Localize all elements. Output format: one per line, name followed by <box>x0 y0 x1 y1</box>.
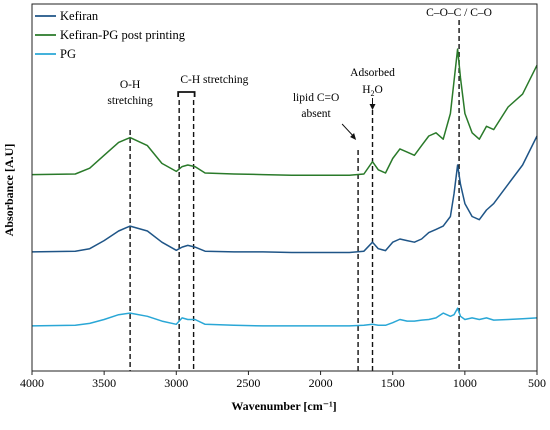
x-tick-label-3: 2500 <box>236 376 260 390</box>
annotation-adsorbed-o: O <box>375 84 383 96</box>
x-tick-label-1: 3500 <box>92 376 116 390</box>
annotation-oh-line2: stretching <box>107 95 153 107</box>
legend-label-0: Kefiran <box>60 9 99 23</box>
annotation-adsorbed-line1: Adsorbed <box>350 67 395 79</box>
x-tick-label-6: 1000 <box>453 376 477 390</box>
annotation-coc: C–O–C / C–O <box>426 7 492 19</box>
annotation-lipid-line1: lipid C=O <box>293 92 339 104</box>
x-tick-label-5: 1500 <box>381 376 405 390</box>
annotation-adsorbed-h: H <box>362 84 370 96</box>
legend-label-1: Kefiran-PG post printing <box>60 28 186 42</box>
x-tick-label-7: 500 <box>528 376 546 390</box>
series-line-0 <box>31 135 538 254</box>
plot-area-frame <box>31 3 538 372</box>
x-tick-label-0: 4000 <box>20 376 44 390</box>
annotation-adsorbed-line2: H2O <box>362 84 383 98</box>
annotation-oh-line1: O-H <box>120 79 140 91</box>
legend-label-2: PG <box>60 47 76 61</box>
y-axis-title: Absorbance [A.U] <box>2 144 16 237</box>
annotation-lipid-arrowhead <box>350 133 357 140</box>
annotation-adsorbed-arrowhead <box>369 104 376 110</box>
x-tick-label-4: 2000 <box>309 376 333 390</box>
annotation-lipid-line2: absent <box>301 108 331 120</box>
series-line-1 <box>31 48 538 177</box>
x-axis-title: Wavenumber [cm⁻¹] <box>231 399 336 413</box>
annotation-ch-bracket <box>177 91 196 97</box>
annotation-ch-label: C-H stretching <box>180 74 248 86</box>
x-tick-label-2: 3000 <box>164 376 188 390</box>
series-line-2 <box>31 307 538 327</box>
annotation-adsorbed-sub: 2 <box>371 89 375 98</box>
